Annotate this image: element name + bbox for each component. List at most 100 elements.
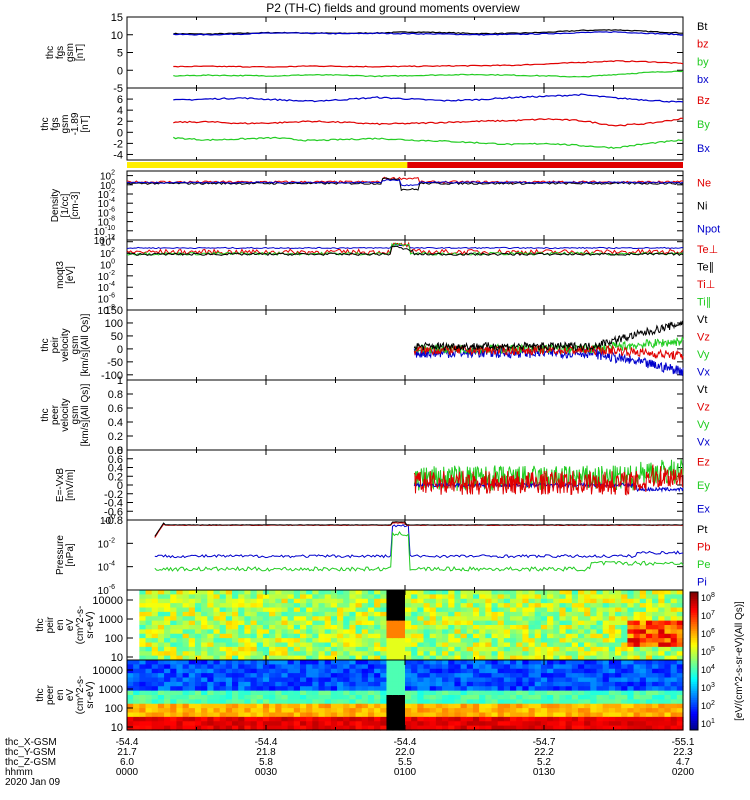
electron_spectrogram-cell (516, 708, 523, 714)
electron_spectrogram-cell (269, 668, 276, 674)
electron_spectrogram-cell (584, 725, 591, 731)
ion_spectrogram-cell (627, 642, 635, 648)
ion_spectrogram-cell (466, 646, 474, 652)
electron_spectrogram-cell (127, 699, 134, 705)
ion_spectrogram-cell (170, 607, 178, 613)
electron_spectrogram-cell (547, 664, 554, 670)
ion_spectrogram-cell (201, 629, 208, 635)
electron_spectrogram-cell (392, 703, 400, 709)
electron_spectrogram-cell (405, 712, 412, 718)
ion_spectrogram-cell (485, 590, 493, 595)
ion_spectrogram-cell (553, 611, 561, 617)
ion_spectrogram-cell (219, 629, 227, 635)
ion_spectrogram-cell (442, 629, 449, 635)
electron_spectrogram-cell (670, 703, 678, 709)
ion_spectrogram-cell (565, 590, 573, 595)
ion_spectrogram-cell (627, 651, 635, 657)
ion_spectrogram-cell (256, 607, 264, 613)
electron_spectrogram-cell (460, 712, 468, 718)
ion_spectrogram-cell (460, 611, 468, 617)
electron_spectrogram-cell (615, 681, 622, 687)
ion_spectrogram-cell (324, 651, 332, 657)
ion_spectrogram-cell (559, 611, 567, 617)
electron_spectrogram-cell (194, 703, 202, 709)
ion_velocity-series-Vt (413, 320, 684, 352)
electron_spectrogram-cell (139, 664, 147, 670)
ion_spectrogram-cell (188, 603, 196, 609)
electron_spectrogram-cell (244, 668, 252, 674)
ion_spectrogram-cell (287, 594, 295, 600)
ion_spectrogram-cell (516, 594, 523, 600)
electron_spectrogram-cell (299, 673, 307, 679)
ion_spectrogram-cell (448, 655, 456, 661)
electron_spectrogram-cell (485, 668, 493, 674)
electron_spectrogram-cell (676, 660, 684, 665)
ion_spectrogram-cell (207, 594, 215, 600)
electron_spectrogram-cell (213, 686, 221, 692)
ion_spectrogram-cell (337, 646, 344, 652)
ion_spectrogram-cell (139, 651, 147, 657)
electron_spectrogram-cell (343, 681, 350, 687)
ion_spectrogram-cell (157, 598, 165, 604)
electron_spectrogram-cell (621, 660, 628, 665)
electron_spectrogram-cell (219, 725, 227, 731)
ion_spectrogram-cell (287, 620, 295, 626)
electron_spectrogram-cell (411, 721, 418, 727)
ion_spectrogram-cell (491, 611, 499, 617)
ion_spectrogram-cell (343, 590, 350, 595)
electron_spectrogram-cell (565, 660, 573, 665)
electron_spectrogram-cell (652, 695, 659, 700)
ion_spectrogram-cell (565, 607, 573, 613)
ion_spectrogram-cell (621, 594, 628, 600)
electron_spectrogram-cell (170, 725, 178, 731)
electron_spectrogram-cell (615, 712, 622, 718)
ion_spectrogram-cell (528, 594, 536, 600)
electron_spectrogram-cell (318, 708, 326, 714)
ion_spectrogram-cell (182, 611, 190, 617)
fgs_dsl-ylabel: [nT] (80, 115, 91, 132)
electron_spectrogram-cell (621, 673, 628, 679)
ion_spectrogram-cell (645, 598, 653, 604)
electron_spectrogram-cell (577, 712, 585, 718)
ion_spectrogram-cell (287, 646, 295, 652)
ion_spectrogram-cell (355, 625, 363, 630)
electron_spectrogram-cell (299, 664, 307, 670)
electron_spectrogram-cell (442, 716, 449, 722)
ion_spectrogram-cell (479, 651, 486, 657)
ion_spectrogram-cell (448, 620, 456, 626)
electron_spectrogram-cell (639, 708, 647, 714)
electron_spectrogram-cell (343, 686, 350, 692)
electron_spectrogram-cell (559, 673, 567, 679)
colorbar-cell (690, 718, 698, 722)
electron_spectrogram-cell (392, 673, 400, 679)
electron_spectrogram-cell (577, 668, 585, 674)
electron_spectrogram-cell (151, 699, 159, 705)
electron_spectrogram-cell (584, 721, 591, 727)
electron_spectrogram-cell (639, 677, 647, 683)
electron_spectrogram-cell (133, 695, 140, 700)
ion_spectrogram-cell (516, 629, 523, 635)
ion_spectrogram-cell (639, 642, 647, 648)
fgs-ytick-label: 5 (117, 48, 123, 60)
electron_spectrogram-cell (219, 712, 227, 718)
electron_spectrogram-cell (287, 686, 295, 692)
electron_spectrogram-cell (392, 660, 400, 665)
ion_spectrogram-cell (219, 655, 227, 661)
ion_spectrogram-cell (448, 594, 456, 600)
electron_spectrogram-cell (466, 703, 474, 709)
electron_spectrogram-cell (405, 660, 412, 665)
electron_spectrogram-cell (590, 664, 598, 670)
ion_spectrogram-cell (256, 638, 264, 644)
ion_spectrogram-cell (380, 638, 388, 644)
ion_spectrogram-cell (571, 642, 579, 648)
electron_spectrogram-cell (151, 673, 159, 679)
ion_spectrogram-cell (374, 629, 381, 635)
ion_spectrogram-cell (256, 603, 264, 609)
electron_spectrogram-cell (497, 664, 505, 670)
electron_spectrogram-cell (133, 660, 140, 665)
electron_spectrogram-cell (621, 708, 628, 714)
ion_spectrogram-cell (194, 598, 202, 604)
electron_spectrogram-cell (176, 721, 184, 727)
electron_spectrogram-cell (250, 712, 258, 718)
electron_spectrogram-cell (139, 703, 147, 709)
